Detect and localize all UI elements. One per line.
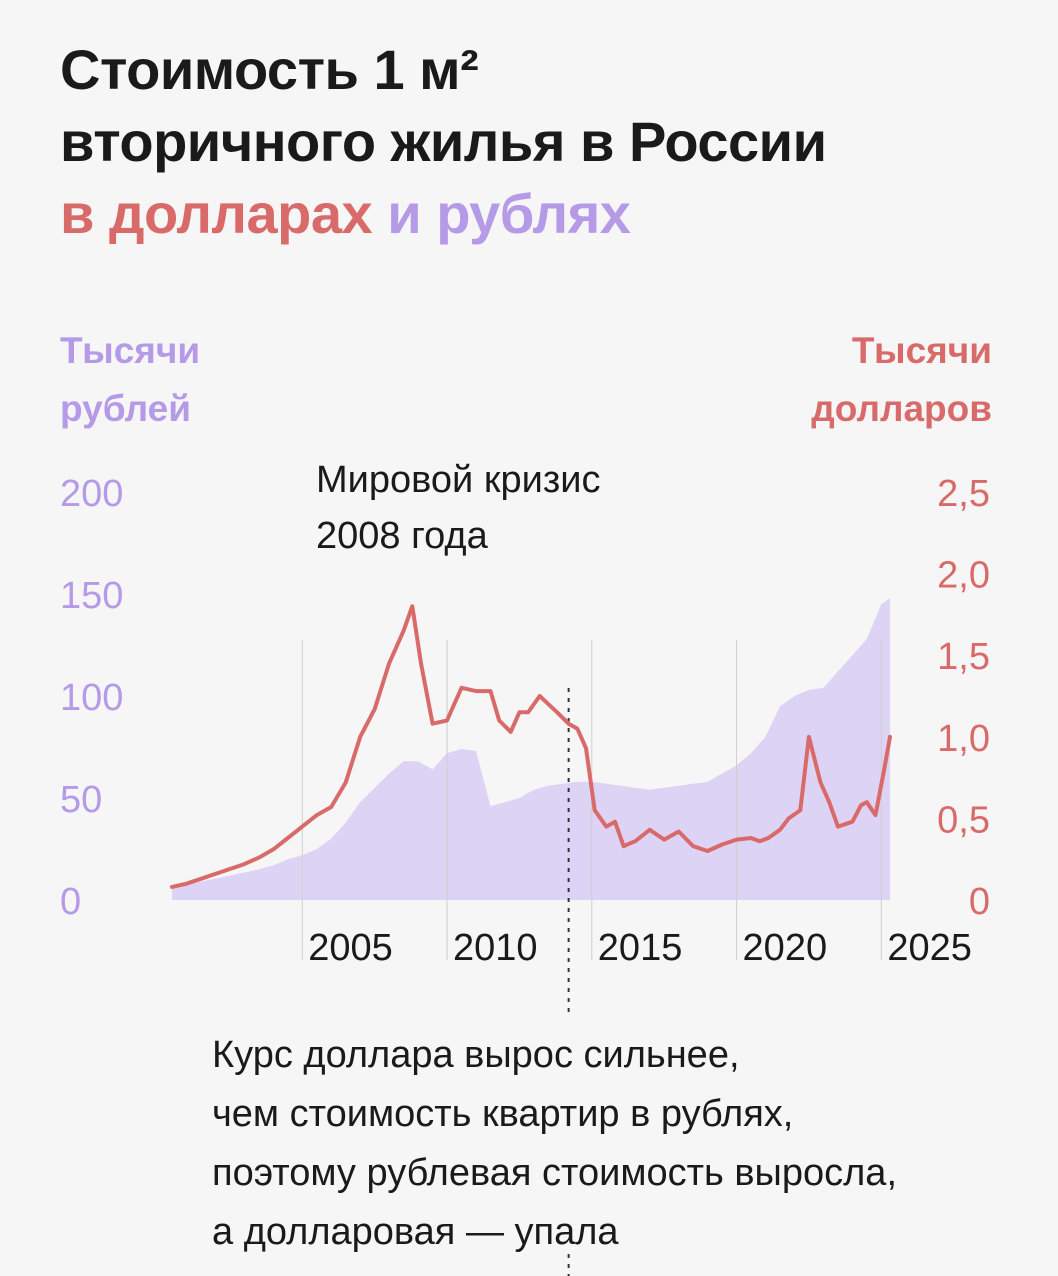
y-right-tick-0: 0 [969,881,990,923]
y-left-tick-200: 200 [60,473,123,515]
x-tick-2010: 2010 [453,927,538,969]
x-tick-2025: 2025 [887,927,972,969]
left-axis-title-line-1: Тысячи [60,330,201,371]
exchange-annotation-line-1: Курс доллара вырос сильнее, [212,1034,740,1076]
y-left-tick-0: 0 [60,881,81,923]
x-tick-2020: 2020 [743,927,828,969]
exchange-annotation-line-2: чем стоимость квартир в рублях, [212,1093,794,1135]
y-right-tick-2: 1,0 [937,718,990,760]
title-line-1: Стоимость 1 м² [60,38,479,101]
exchange-rate-annotation: Курс доллара вырос сильнее, чем стоимост… [212,1026,897,1262]
x-tick-2005: 2005 [308,927,393,969]
exchange-annotation-line-4: а долларовая — упала [212,1211,619,1253]
title-line-2: вторичного жилья в России [60,110,827,173]
series-usd-line [170,604,892,889]
x-tick-2015: 2015 [598,927,683,969]
left-axis-title-line-2: рублей [60,388,191,429]
title-usd-part: в долларах [60,182,373,245]
chart-title: Стоимость 1 м² вторичного жилья в России… [60,34,1020,250]
title-rub-part: и рублях [387,182,631,245]
y-left-tick-100: 100 [60,677,123,719]
y-right-tick-1: 0,5 [937,799,990,841]
series-rub-area [172,598,890,900]
exchange-annotation-line-3: поэтому рублевая стоимость выросла, [212,1152,898,1194]
y-right-tick-3: 1,5 [937,636,990,678]
y-left-tick-150: 150 [60,575,123,617]
crisis-annotation-line-1: Мировой кризис [316,459,601,501]
title-line-3: в долларах и рублях [60,178,1020,250]
y-left-tick-50: 50 [60,779,102,821]
crisis-annotation: Мировой кризис 2008 года [316,452,600,564]
right-axis-title: Тысячи долларов [811,322,992,438]
right-axis-title-line-2: долларов [811,388,992,429]
y-right-tick-4: 2,0 [937,555,990,597]
y-right-tick-5: 2,5 [937,473,990,515]
left-axis-title: Тысячи рублей [60,322,200,438]
crisis-annotation-line-2: 2008 года [316,515,488,557]
right-axis-title-line-1: Тысячи [851,330,992,371]
